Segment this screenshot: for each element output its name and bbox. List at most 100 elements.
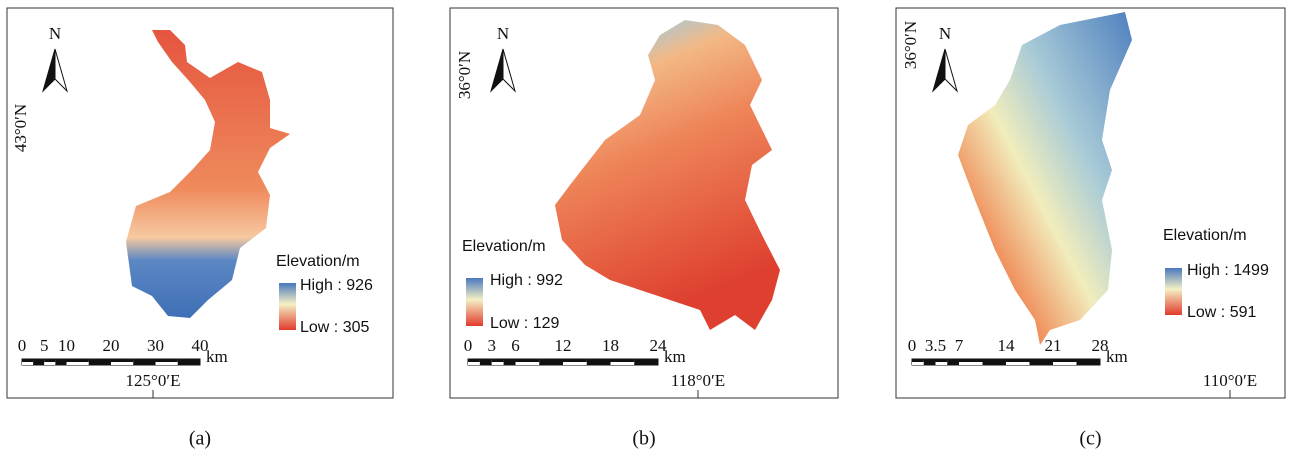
scale-bar-segment — [133, 359, 156, 362]
scale-bar-segment — [491, 362, 504, 365]
scale-bar-segment — [1029, 362, 1053, 365]
scale-label: 24 — [650, 336, 668, 355]
legend-high: High : 992 — [490, 272, 563, 289]
scale-bar-segment — [563, 359, 587, 362]
scale-bar-segment — [610, 359, 635, 362]
elevation-region — [126, 30, 290, 318]
legend-ramp — [466, 278, 483, 326]
latitude-label: 36°0′N — [901, 21, 920, 69]
scale-bar-segment — [539, 362, 563, 365]
scale-bar-segment — [468, 362, 480, 365]
scale-bar-segment — [155, 359, 178, 362]
panel-caption: (c) — [1079, 428, 1101, 450]
map-panel: N 36°0′N 118°0′E Elevation/m High : 992 Low :… — [449, 7, 839, 450]
north-label: N — [49, 24, 61, 43]
scale-bar-segment — [44, 359, 56, 362]
scale-bar-segment — [586, 362, 611, 365]
scale-bar-segment — [539, 359, 563, 362]
scale-bar-segment — [155, 362, 178, 365]
scale-bar-segment — [935, 362, 948, 365]
scale-label: 20 — [103, 336, 120, 355]
scale-bar-segment — [1006, 359, 1030, 362]
scale-bar-segment — [1053, 359, 1077, 362]
scale-bar-segment — [634, 362, 658, 365]
scale-bar-segment — [503, 362, 516, 365]
panel-frame — [449, 7, 839, 399]
north-arrow-left — [931, 48, 946, 93]
scale-label: 14 — [998, 336, 1016, 355]
scale-bar-segment — [1006, 362, 1030, 365]
legend-title: Elevation/m — [276, 253, 360, 270]
legend-low: Low : 591 — [1187, 304, 1256, 321]
scale-label: 21 — [1045, 336, 1062, 355]
scale-label: 28 — [1092, 336, 1109, 355]
legend-ramp — [1165, 268, 1182, 315]
north-arrow-right — [54, 48, 69, 93]
map-panel: N 43°0′N 125°0′E Elevation/m High : 926 Low :… — [6, 7, 394, 450]
scale-bar-segment — [1076, 359, 1100, 362]
scale-bar-segment — [491, 359, 504, 362]
scale-label: 6 — [511, 336, 520, 355]
legend-high: High : 926 — [300, 277, 373, 294]
scale-bar-segment — [947, 359, 959, 362]
scale-label: 40 — [192, 336, 209, 355]
scale-label: 18 — [602, 336, 619, 355]
scale-bar-segment — [177, 362, 200, 365]
scale-bar-segment — [586, 359, 611, 362]
elevation-region — [555, 20, 780, 330]
north-label: N — [497, 24, 509, 43]
scale-bar-segment — [947, 362, 959, 365]
scale-bar-segment — [912, 362, 924, 365]
scale-unit: km — [1106, 347, 1128, 366]
scale-bar-segment — [111, 359, 134, 362]
north-arrow-left — [489, 48, 504, 93]
scale-bar-segment — [923, 362, 936, 365]
panel-frame — [895, 7, 1286, 399]
scale-unit: km — [206, 347, 228, 366]
latitude-label: 36°0′N — [455, 51, 474, 99]
scale-label: 10 — [58, 336, 75, 355]
scale-bar-segment — [33, 362, 45, 365]
scale-bar-segment — [935, 359, 948, 362]
scale-bar-segment — [1076, 362, 1100, 365]
scale-bar-segment — [479, 362, 492, 365]
scale-bar-segment — [923, 359, 936, 362]
scale-bar-segment — [563, 362, 587, 365]
scale-bar-segment — [22, 359, 34, 362]
scale-label: 3 — [488, 336, 497, 355]
scale-bar-segment — [959, 359, 983, 362]
scale-unit: km — [664, 347, 686, 366]
scale-label: 0 — [18, 336, 27, 355]
panel-caption: (b) — [632, 428, 655, 450]
longitude-label: 125°0′E — [126, 371, 181, 390]
scale-bar-segment — [515, 359, 540, 362]
scale-bar-segment — [610, 362, 635, 365]
longitude-label: 118°0′E — [671, 371, 725, 390]
scale-bar-segment — [55, 359, 67, 362]
scale-label: 0 — [908, 336, 917, 355]
scale-label: 5 — [40, 336, 49, 355]
map-panel: N 36°0′N 110°0′E Elevation/m High : 1499 Low … — [895, 7, 1286, 450]
scale-bar-segment — [503, 359, 516, 362]
legend-ramp — [279, 283, 296, 330]
scale-label: 12 — [555, 336, 572, 355]
north-arrow-right — [502, 48, 517, 93]
legend-low: Low : 305 — [300, 319, 369, 336]
north-arrow-left — [41, 48, 56, 93]
legend-low: Low : 129 — [490, 315, 559, 332]
scale-bar-segment — [982, 362, 1006, 365]
scale-label: 7 — [955, 336, 964, 355]
scale-bar-segment — [959, 362, 983, 365]
elevation-region — [958, 12, 1132, 345]
panel-frame — [6, 7, 394, 399]
scale-bar-segment — [515, 362, 540, 365]
legend-high: High : 1499 — [1187, 262, 1269, 279]
scale-bar-segment — [88, 362, 111, 365]
scale-bar-segment — [982, 359, 1006, 362]
scale-bar-segment — [66, 359, 89, 362]
scale-bar-segment — [22, 362, 34, 365]
scale-bar-segment — [133, 362, 156, 365]
legend-title: Elevation/m — [1163, 227, 1247, 244]
